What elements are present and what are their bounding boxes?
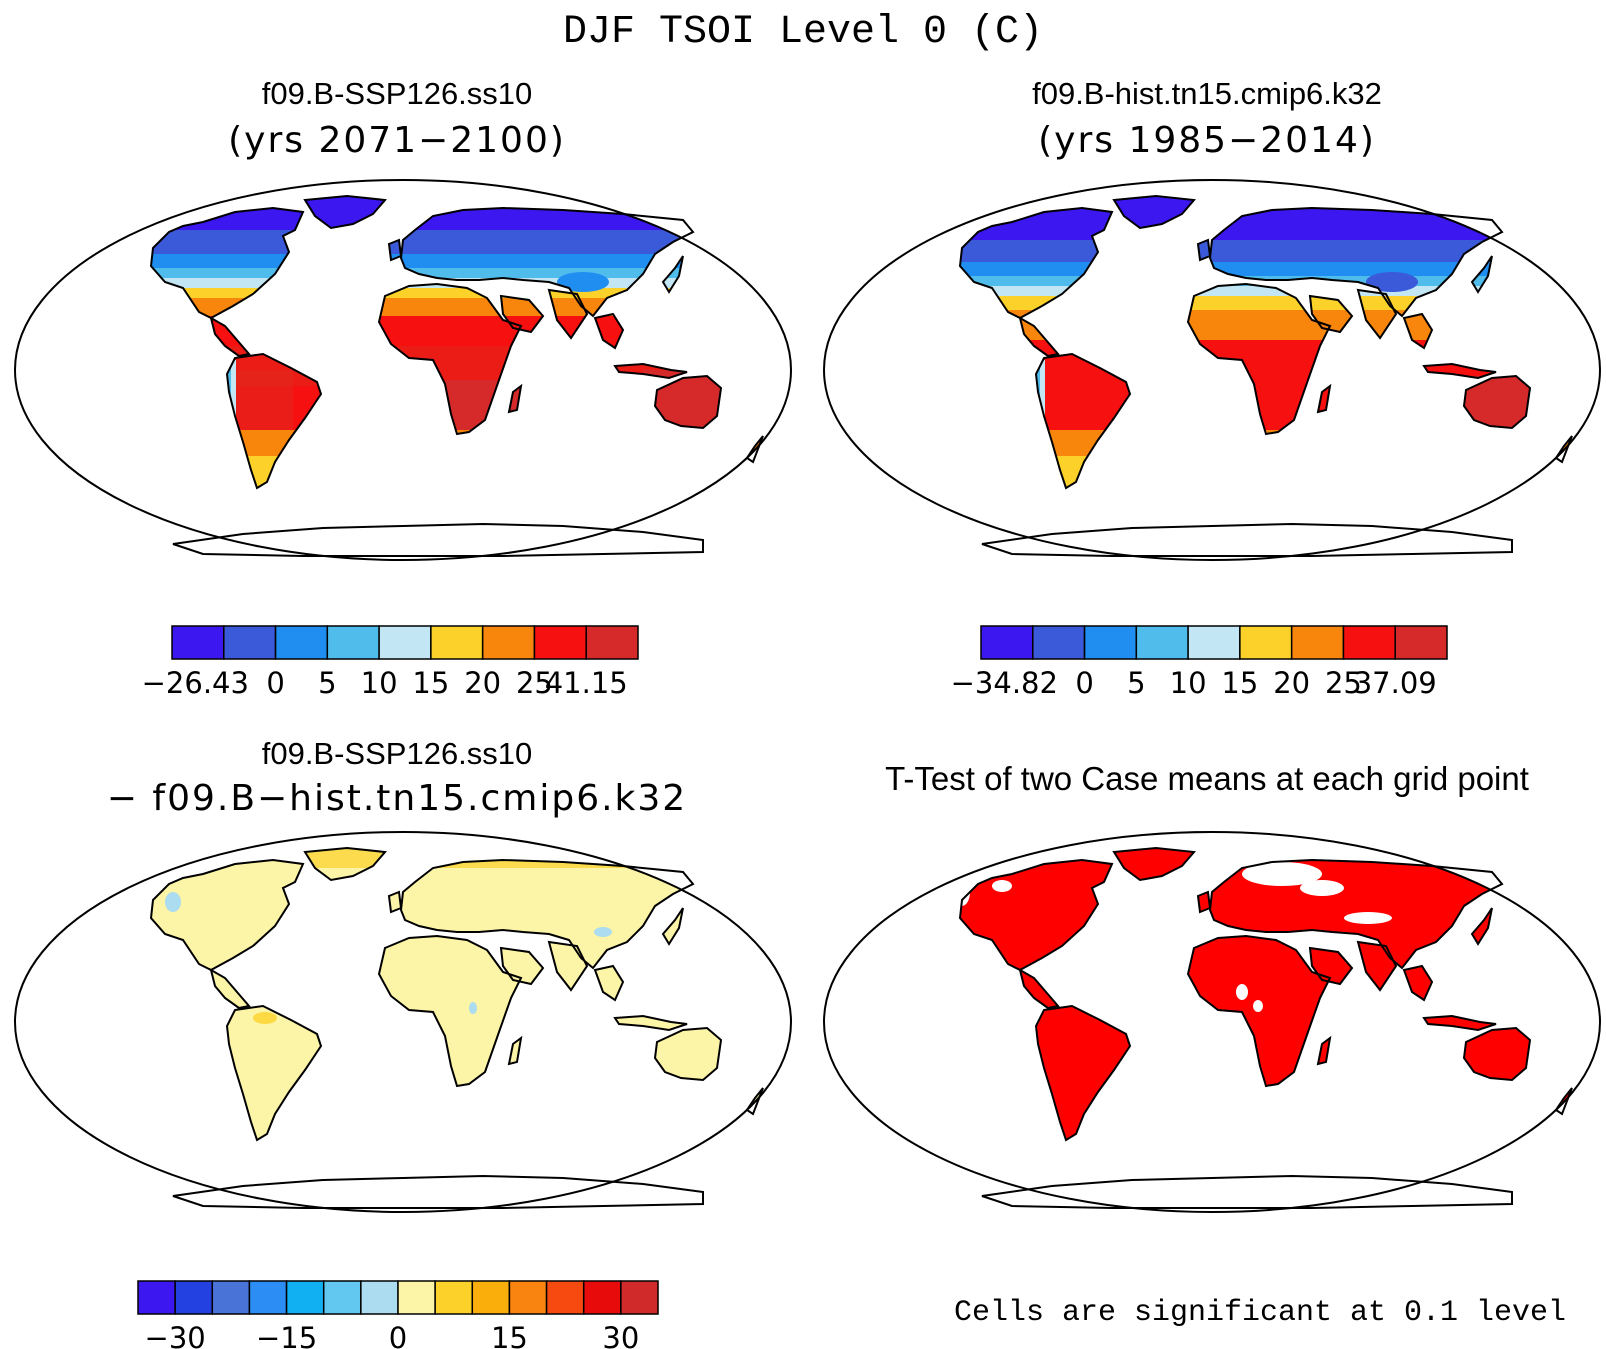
panel-years: (yrs 1985−2014) (1038, 120, 1376, 161)
colorbar-box (980, 625, 1034, 660)
colorbar-box (471, 1280, 511, 1315)
colorbar-box (1032, 625, 1086, 660)
panel-subtitle: − f09.B−hist.tn15.cmip6.k32 (107, 778, 687, 819)
panel-ttest: T-Test of two Case means at each grid po… (823, 760, 1601, 1330)
map-difference (14, 831, 792, 1213)
colorbar-tick-label: −30 (145, 1321, 206, 1349)
colorbar-tick-label: −15 (256, 1321, 317, 1349)
colorbar-box (481, 625, 536, 660)
colorbar-box (285, 1280, 325, 1315)
colorbar-box (397, 1280, 436, 1315)
colorbar-box (1290, 625, 1345, 660)
map-ttest (823, 831, 1601, 1213)
panel-difference: f09.B-SSP126.ss10 − f09.B−hist.tn15.cmip… (14, 736, 792, 1349)
map-frame (823, 831, 1601, 1213)
colorbar-box (274, 625, 329, 660)
colorbar-box (174, 1280, 214, 1315)
colorbar-box (434, 1280, 474, 1315)
ttest-title: T-Test of two Case means at each grid po… (885, 760, 1529, 797)
panel-ssp126: f09.B-SSP126.ss10 (yrs 2071−2100) −26.43… (14, 76, 792, 700)
map-frame (14, 831, 792, 1213)
panel-case-name: f09.B-hist.tn15.cmip6.k32 (1032, 76, 1382, 111)
colorbar-tick-label: 25 (516, 666, 553, 700)
colorbar-box (582, 1280, 622, 1315)
colorbar-tick-label: 5 (1127, 666, 1145, 700)
colorbar-box (1135, 625, 1189, 660)
colorbar-box (360, 1280, 399, 1315)
panel-case-name: f09.B-SSP126.ss10 (262, 76, 533, 111)
colorbar-tick-label: 5 (318, 666, 336, 700)
colorbar-tick-label: 0 (266, 666, 284, 700)
colorbar-box (211, 1280, 251, 1315)
colorbar-difference: −30 −15 0 15 30 (137, 1280, 659, 1349)
colorbar-tick-label: 10 (1170, 666, 1207, 700)
colorbar-tick-label: 0 (1075, 666, 1093, 700)
colorbar-box (1342, 625, 1396, 660)
significance-note: Cells are significant at 0.1 level (954, 1296, 1566, 1330)
colorbar-tick-label: 30 (602, 1321, 639, 1349)
colorbar-tick-label: 0 (389, 1321, 407, 1349)
colorbar-tick-label: 37.09 (1354, 666, 1437, 700)
colorbar-tick-label: −26.43 (142, 666, 249, 700)
colorbar-tick-label: 15 (412, 666, 449, 700)
colorbar-tick-label: 15 (491, 1321, 528, 1349)
colorbar-box (223, 625, 277, 660)
colorbar-box (533, 625, 587, 660)
map-hist (823, 179, 1601, 561)
colorbar-tick-label: 41.15 (545, 666, 628, 700)
colorbar-tick-label: −34.82 (951, 666, 1058, 700)
colorbar-box (1239, 625, 1293, 660)
panel-hist: f09.B-hist.tn15.cmip6.k32 (yrs 1985−2014… (823, 76, 1601, 700)
colorbar-box (1394, 625, 1448, 660)
colorbar-box (508, 1280, 548, 1315)
colorbar-box (1083, 625, 1138, 660)
colorbar-box (620, 1280, 659, 1315)
map-frame (14, 179, 792, 561)
colorbar-box (326, 625, 380, 660)
panel-years: (yrs 2071−2100) (228, 120, 566, 161)
colorbar-tick-label: 15 (1221, 666, 1258, 700)
colorbar-box (585, 625, 639, 660)
colorbar-box (430, 625, 484, 660)
panel-case-name: f09.B-SSP126.ss10 (262, 736, 533, 771)
colorbar-tick-label: 20 (1273, 666, 1310, 700)
colorbar-box (248, 1280, 288, 1315)
colorbar-box (322, 1280, 362, 1315)
map-frame (823, 179, 1601, 561)
figure-title: DJF TSOI Level 0 (C) (563, 10, 1043, 55)
map-ssp126 (14, 179, 792, 561)
colorbar-box (378, 625, 432, 660)
colorbar-tick-label: 10 (361, 666, 398, 700)
colorbar-box (1187, 625, 1241, 660)
colorbar-box (137, 1280, 176, 1315)
colorbar-tick-label: 25 (1325, 666, 1362, 700)
colorbar-box (545, 1280, 585, 1315)
colorbar-tick-label: 20 (464, 666, 501, 700)
colorbar-box (171, 625, 225, 660)
